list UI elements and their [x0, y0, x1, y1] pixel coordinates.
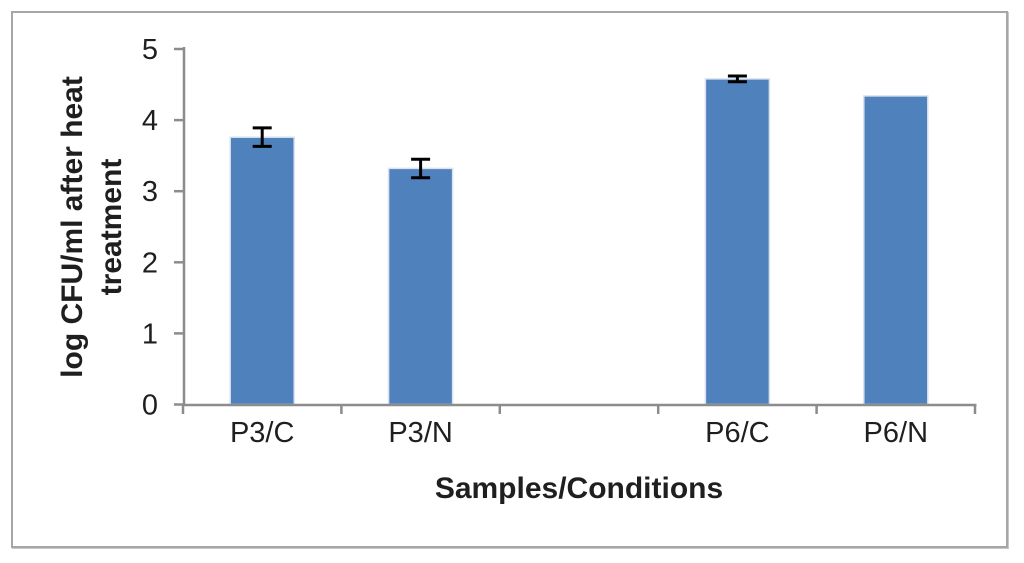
error-bar-p3-c — [252, 126, 272, 148]
x-category-label-p3-n: P3/N — [388, 417, 452, 449]
bar-p6-n — [863, 95, 929, 406]
x-category-label-p6-c: P6/C — [705, 417, 769, 449]
y-tick-label: 0 — [142, 390, 158, 422]
x-category-label-p6-n: P6/N — [864, 417, 928, 449]
axes — [174, 47, 977, 414]
bar-p6-c — [704, 78, 771, 406]
chart-frame-border — [11, 11, 1008, 548]
y-tick-label: 2 — [142, 247, 158, 279]
error-bar-p6-c — [727, 74, 747, 84]
y-axis-title: log CFU/ml after heat treatment — [56, 76, 128, 378]
x-category-label-p3-c: P3/C — [230, 417, 294, 449]
y-tick-label: 5 — [142, 34, 158, 66]
y-tick-label: 4 — [142, 105, 158, 137]
x-axis-title: Samples/Conditions — [435, 472, 723, 505]
bar-p3-c — [229, 136, 295, 406]
y-tick-label: 3 — [142, 176, 158, 208]
y-tick-label: 1 — [142, 318, 158, 350]
bar-p3-n — [387, 167, 454, 406]
error-bar-p3-n — [411, 157, 431, 180]
